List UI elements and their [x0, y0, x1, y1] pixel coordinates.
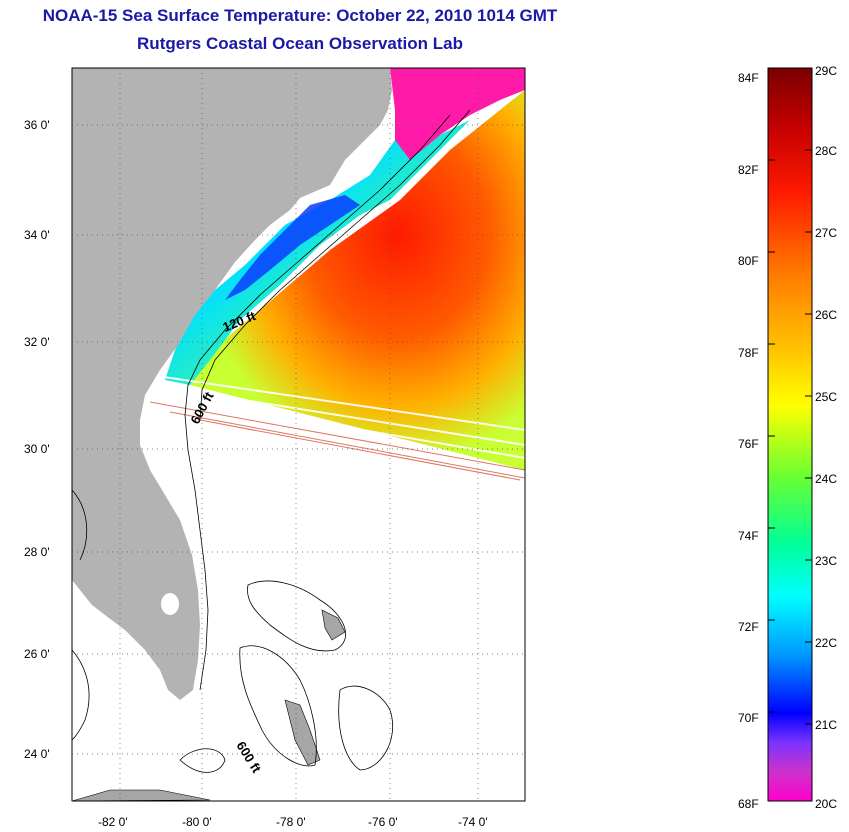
land-southeast-us [72, 68, 392, 700]
colorbar-f-label: 70F [738, 711, 759, 725]
map-title: NOAA-15 Sea Surface Temperature: October… [42, 6, 558, 25]
lat-tick-label: 24 0' [24, 747, 50, 761]
colorbar-f-label: 84F [738, 71, 759, 85]
lon-tick-label: -80 0' [182, 815, 212, 829]
lat-tick-label: 34 0' [24, 228, 50, 242]
island-bahamas-1 [321, 609, 346, 641]
lat-tick-label: 28 0' [24, 545, 50, 559]
colorbar-c-label: 22C [815, 636, 837, 650]
colorbar-f-label: 74F [738, 529, 759, 543]
lon-tick-label: -76 0' [368, 815, 398, 829]
lat-tick-label: 36 0' [24, 118, 50, 132]
colorbar-f-label: 72F [738, 620, 759, 634]
colorbar-f-label: 76F [738, 437, 759, 451]
colorbar-c-label: 26C [815, 308, 837, 322]
colorbar-f-label: 80F [738, 254, 759, 268]
lat-tick-label: 26 0' [24, 647, 50, 661]
graticule [72, 68, 525, 801]
lon-tick-label: -82 0' [98, 815, 128, 829]
colorbar-c-label: 27C [815, 226, 837, 240]
lat-tick-label: 32 0' [24, 335, 50, 349]
lat-axis: 36 0' 34 0' 32 0' 30 0' 28 0' 26 0' 24 0… [24, 118, 50, 761]
sst-swath [147, 68, 525, 481]
lat-tick-label: 30 0' [24, 442, 50, 456]
map-subtitle: Rutgers Coastal Ocean Observation Lab [137, 34, 463, 53]
colorbar-c-label: 29C [815, 64, 837, 78]
lon-axis: -82 0' -80 0' -78 0' -76 0' -74 0' [98, 815, 488, 829]
lake-okeechobee [161, 593, 179, 615]
island-cuba [72, 789, 211, 801]
colorbar-c-label: 25C [815, 390, 837, 404]
island-bahamas-2 [284, 699, 321, 766]
lon-tick-label: -78 0' [276, 815, 306, 829]
colorbar-f-label: 78F [738, 346, 759, 360]
colorbar: 84F 82F 80F 78F 76F 74F 72F 70F 68F 29C … [738, 64, 837, 811]
lon-tick-label: -74 0' [458, 815, 488, 829]
colorbar-c-label: 24C [815, 472, 837, 486]
colorbar-f-label: 68F [738, 797, 759, 811]
colorbar-c-label: 28C [815, 144, 837, 158]
colorbar-c-label: 21C [815, 718, 837, 732]
bathymetry-contours [72, 109, 471, 773]
colorbar-f-label: 82F [738, 163, 759, 177]
colorbar-c-label: 23C [815, 554, 837, 568]
colorbar-c-label: 20C [815, 797, 837, 811]
map-frame [71, 67, 526, 802]
